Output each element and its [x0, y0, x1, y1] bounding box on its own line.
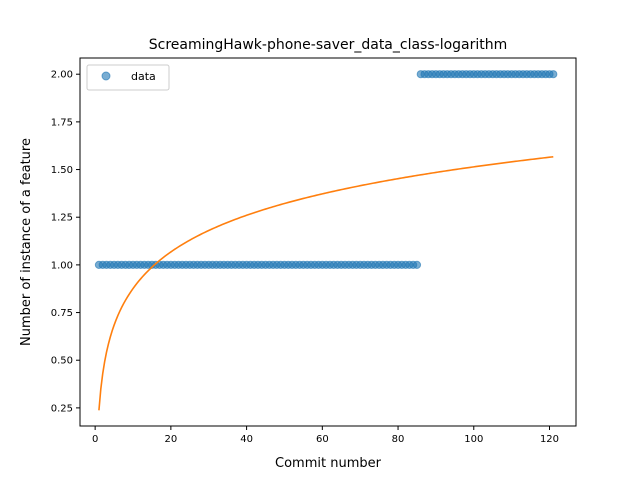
y-axis-label: Number of instance of a feature	[19, 138, 34, 346]
axes-frame	[79, 57, 577, 427]
x-tick-label: 0	[92, 434, 98, 445]
data-point	[412, 260, 422, 269]
legend-label-data: data	[131, 70, 156, 83]
y-tick-label: 1.25	[51, 213, 73, 224]
legend-box	[86, 64, 170, 91]
x-tick-label: 40	[240, 434, 253, 445]
y-tick-label: 2.00	[51, 70, 73, 81]
x-axis: 0 20 40 60 80 100 120	[92, 426, 559, 445]
y-axis: 0.25 0.50 0.75 1.00 1.25 1.50 1.75 2.00	[51, 70, 80, 414]
y-tick-label: 1.50	[51, 165, 73, 176]
x-axis-label: Commit number	[275, 456, 382, 471]
x-tick-label: 20	[165, 434, 178, 445]
x-tick-label: 80	[392, 434, 405, 445]
x-tick-label: 120	[540, 434, 559, 445]
legend: data	[86, 64, 170, 91]
x-tick-label: 60	[316, 434, 329, 445]
y-tick-label: 1.00	[51, 260, 73, 271]
fit-line	[98, 155, 554, 411]
data-point	[549, 70, 558, 79]
plot-area	[94, 70, 558, 411]
chart-title: ScreamingHawk-phone-saver_data_class-log…	[149, 37, 508, 53]
y-tick-label: 0.50	[51, 356, 73, 367]
y-tick-label: 0.25	[51, 403, 73, 414]
y-tick-label: 0.75	[51, 308, 73, 319]
x-tick-label: 100	[464, 434, 483, 445]
legend-marker-data	[101, 71, 111, 81]
y-tick-label: 1.75	[51, 117, 73, 128]
